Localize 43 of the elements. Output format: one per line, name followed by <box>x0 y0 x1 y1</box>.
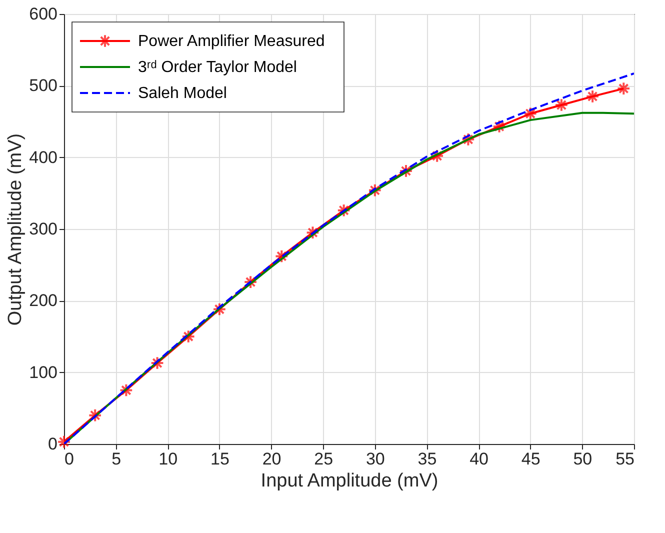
point <box>554 98 568 112</box>
point <box>368 183 382 198</box>
y-axis-title: Output Amplitude (mV) <box>5 133 26 326</box>
point <box>399 164 413 178</box>
legend-label: Saleh Model <box>138 85 227 102</box>
point <box>181 330 196 344</box>
point <box>616 82 631 96</box>
point <box>492 120 506 134</box>
y-tick-label: 400 <box>29 148 58 167</box>
x-tick-label: 40 <box>470 450 489 468</box>
y-tick-label: 200 <box>29 291 58 310</box>
legend-label: 3ʳᵈ Order Taylor Model <box>138 59 297 76</box>
y-tick-label: 0 <box>48 434 58 454</box>
point <box>306 226 320 240</box>
legend-label: Power Amplifier Measured <box>138 33 325 50</box>
y-tick-label: 300 <box>29 220 58 238</box>
point <box>212 302 226 316</box>
point <box>88 408 102 422</box>
x-tick-label: 50 <box>573 450 592 468</box>
y-tick-label: 600 <box>29 4 58 24</box>
point <box>523 106 538 121</box>
x-tick-label: 45 <box>521 450 540 468</box>
point <box>336 203 351 218</box>
x-tick-label: 55 <box>616 450 634 468</box>
point <box>57 434 71 449</box>
x-tick-label: 20 <box>262 450 282 468</box>
x-tick-label: 25 <box>314 450 334 468</box>
x-axis-title: Input Amplitude (mV) <box>260 470 438 492</box>
x-tick-label: 10 <box>158 450 178 468</box>
point <box>274 249 289 264</box>
point <box>586 90 600 104</box>
y-tick-label: 500 <box>29 76 58 96</box>
point <box>461 132 476 146</box>
x-tick-label: 30 <box>366 450 385 468</box>
point <box>119 383 134 398</box>
point <box>430 148 444 163</box>
y-tick-label: 100 <box>29 362 58 382</box>
x-tick-label: 0 <box>64 450 74 468</box>
x-tick-label: 15 <box>210 450 230 468</box>
x-tick-label: 35 <box>418 450 437 468</box>
point <box>150 356 164 370</box>
x-tick-label: 5 <box>112 450 122 468</box>
point <box>244 275 258 289</box>
